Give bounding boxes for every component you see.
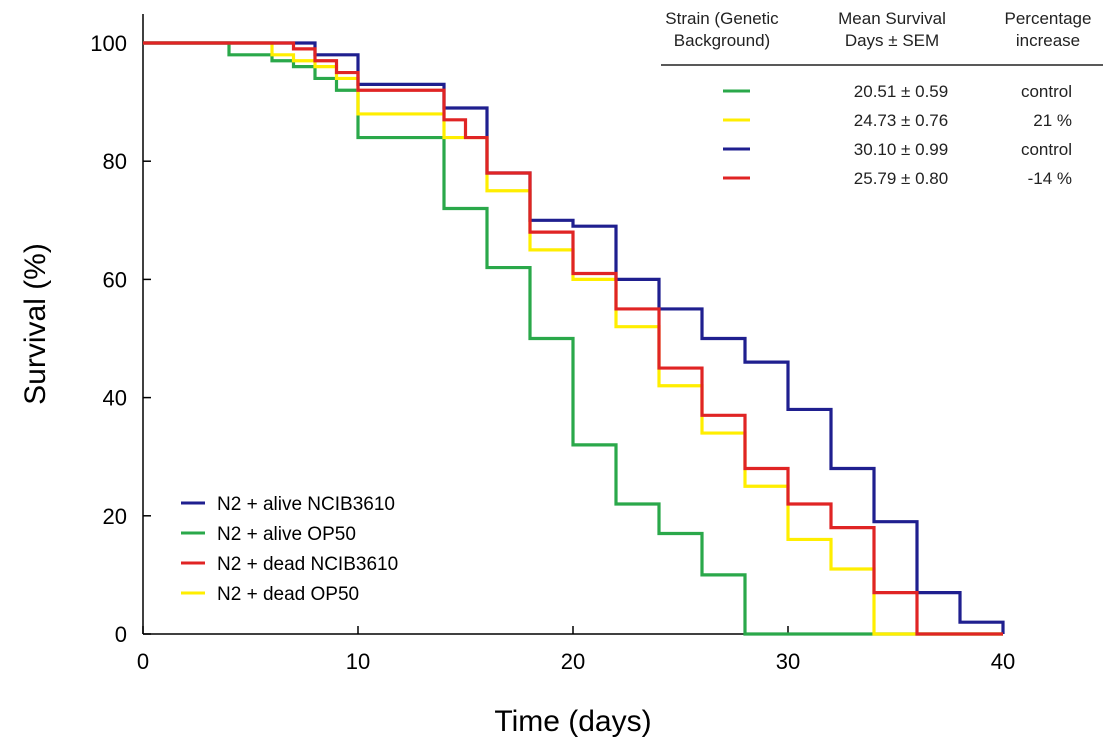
y-tick-label: 100 xyxy=(90,31,127,56)
table-mean-survival: 30.10 ± 0.99 xyxy=(854,140,948,159)
table-mean-survival: 20.51 ± 0.59 xyxy=(854,82,948,101)
x-tick-label: 40 xyxy=(991,649,1015,674)
ticks: 0 10 20 30 40 0 20 40 60 80 100 xyxy=(90,31,1015,674)
table-header-text: Days ± SEM xyxy=(845,31,939,50)
series-line xyxy=(143,41,1003,636)
y-tick-label: 40 xyxy=(103,386,127,411)
table-mean-survival: 25.79 ± 0.80 xyxy=(854,169,948,188)
table-mean-survival: 24.73 ± 0.76 xyxy=(854,111,948,130)
y-axis-label: Survival (%) xyxy=(19,243,52,405)
series-layer xyxy=(143,41,1005,636)
y-tick-label: 80 xyxy=(103,149,127,174)
table-percentage-increase: -14 % xyxy=(1028,169,1072,188)
table-percentage-increase: 21 % xyxy=(1033,111,1072,130)
x-tick-label: 20 xyxy=(561,649,585,674)
table-percentage-increase: control xyxy=(1021,140,1072,159)
x-tick-label: 0 xyxy=(137,649,149,674)
y-tick-label: 20 xyxy=(103,504,127,529)
legend-label: N2 + dead NCIB3610 xyxy=(217,554,398,575)
x-axis-label: Time (days) xyxy=(494,705,651,738)
legend-label: N2 + alive NCIB3610 xyxy=(217,494,395,515)
table-header-text: Mean Survival xyxy=(838,9,946,28)
table-header-text: Strain (Genetic xyxy=(665,9,779,28)
series-line xyxy=(143,41,1003,636)
legend-label: N2 + dead OP50 xyxy=(217,584,359,605)
series-line xyxy=(143,41,1005,634)
y-tick-label: 0 xyxy=(115,622,127,647)
legend-label: N2 + alive OP50 xyxy=(217,524,356,545)
y-tick-label: 60 xyxy=(103,267,127,292)
x-tick-label: 10 xyxy=(346,649,370,674)
table-header-text: Percentage xyxy=(1005,9,1092,28)
table-header-text: Background) xyxy=(674,31,770,50)
table-header-text: increase xyxy=(1016,31,1080,50)
stats-table: Strain (Genetic Background) Mean Survival D… xyxy=(661,9,1103,188)
x-tick-label: 30 xyxy=(776,649,800,674)
table-percentage-increase: control xyxy=(1021,82,1072,101)
series-line xyxy=(143,41,1003,636)
legend: N2 + alive NCIB3610 N2 + alive OP50 N2 + d… xyxy=(181,494,398,605)
